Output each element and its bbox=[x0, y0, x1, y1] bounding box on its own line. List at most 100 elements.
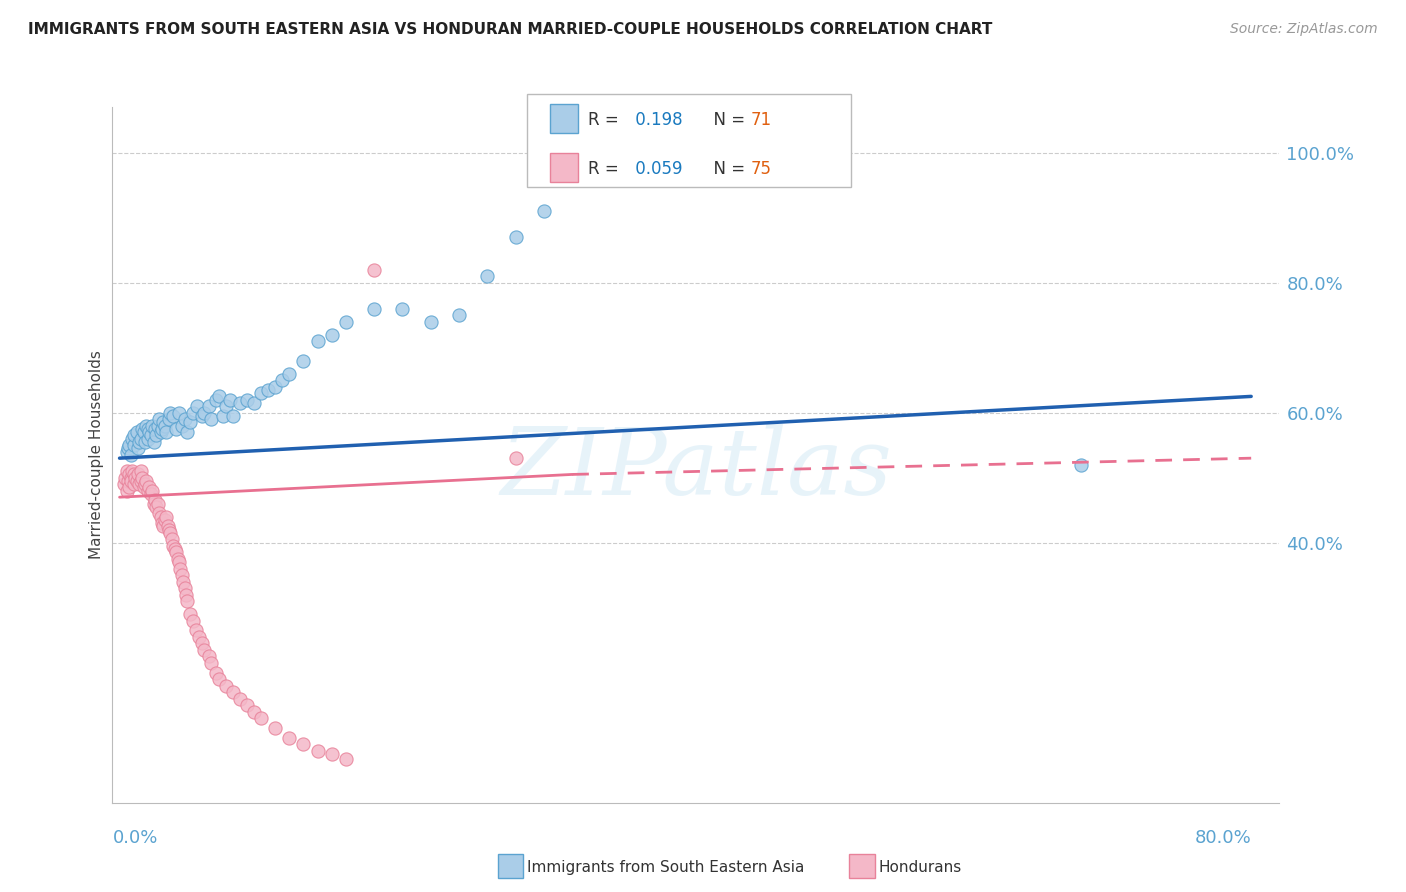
Point bbox=[363, 262, 385, 277]
Point bbox=[142, 497, 165, 511]
Point bbox=[162, 409, 184, 423]
Point bbox=[278, 367, 301, 381]
Point bbox=[141, 418, 163, 433]
Point bbox=[120, 474, 142, 488]
Text: N =: N = bbox=[703, 112, 751, 129]
Point bbox=[134, 434, 156, 449]
Point bbox=[143, 493, 166, 508]
Point bbox=[132, 480, 155, 494]
Point bbox=[145, 500, 167, 514]
Point bbox=[115, 444, 138, 458]
Point bbox=[307, 744, 329, 758]
Point bbox=[120, 448, 142, 462]
Point bbox=[155, 509, 177, 524]
Point bbox=[122, 438, 145, 452]
Point bbox=[136, 422, 159, 436]
Point bbox=[391, 301, 413, 316]
Point bbox=[271, 373, 294, 387]
Point bbox=[184, 624, 207, 638]
Point bbox=[197, 399, 219, 413]
Point bbox=[505, 230, 527, 244]
Point bbox=[243, 396, 266, 410]
Point bbox=[128, 477, 150, 491]
Point bbox=[121, 464, 143, 478]
Point bbox=[132, 425, 155, 439]
Point bbox=[121, 432, 143, 446]
Point bbox=[321, 747, 343, 761]
Point bbox=[172, 574, 194, 589]
Point bbox=[112, 477, 135, 491]
Point bbox=[278, 731, 301, 745]
Point bbox=[153, 513, 176, 527]
Text: ZIPatlas: ZIPatlas bbox=[501, 424, 891, 514]
Point bbox=[214, 679, 236, 693]
Point bbox=[222, 685, 245, 699]
Point bbox=[150, 516, 173, 531]
Text: 80.0%: 80.0% bbox=[1195, 829, 1251, 847]
Point bbox=[236, 698, 259, 713]
Text: 71: 71 bbox=[751, 112, 772, 129]
Point bbox=[229, 691, 252, 706]
Point bbox=[155, 425, 177, 439]
Point bbox=[149, 425, 172, 439]
Point bbox=[173, 581, 195, 595]
Point bbox=[122, 428, 145, 442]
Point bbox=[150, 422, 173, 436]
Point bbox=[138, 425, 160, 439]
Point bbox=[157, 523, 180, 537]
Point bbox=[136, 432, 159, 446]
Point bbox=[250, 386, 273, 401]
Point bbox=[134, 477, 156, 491]
Point bbox=[170, 568, 193, 582]
Point bbox=[207, 672, 229, 686]
Point bbox=[159, 406, 181, 420]
Point bbox=[141, 483, 163, 498]
Point bbox=[152, 519, 174, 533]
Point bbox=[118, 467, 141, 482]
Point bbox=[163, 542, 186, 557]
Point bbox=[165, 422, 187, 436]
Point bbox=[117, 474, 139, 488]
Point bbox=[200, 656, 222, 670]
Point bbox=[250, 711, 273, 725]
Point bbox=[114, 471, 136, 485]
Point bbox=[335, 315, 357, 329]
Point bbox=[135, 474, 157, 488]
Point bbox=[292, 353, 315, 368]
Point bbox=[447, 308, 470, 322]
Point bbox=[190, 636, 212, 650]
Point bbox=[129, 432, 152, 446]
Point bbox=[179, 416, 201, 430]
Point bbox=[321, 327, 343, 342]
Point bbox=[124, 471, 146, 485]
Text: 0.0%: 0.0% bbox=[112, 829, 157, 847]
Point bbox=[181, 614, 204, 628]
Point bbox=[138, 480, 160, 494]
Point bbox=[146, 418, 169, 433]
Point bbox=[229, 396, 252, 410]
Point bbox=[186, 399, 208, 413]
Text: 0.059: 0.059 bbox=[630, 161, 682, 178]
Point bbox=[307, 334, 329, 348]
Point bbox=[190, 409, 212, 423]
Point bbox=[117, 442, 139, 456]
Point bbox=[122, 477, 145, 491]
Point bbox=[118, 480, 141, 494]
Point bbox=[159, 525, 181, 540]
Text: R =: R = bbox=[588, 112, 624, 129]
Point bbox=[125, 474, 148, 488]
Point bbox=[222, 409, 245, 423]
Y-axis label: Married-couple Households: Married-couple Households bbox=[89, 351, 104, 559]
Point bbox=[145, 428, 167, 442]
Point bbox=[127, 442, 149, 456]
Point bbox=[139, 487, 162, 501]
Point bbox=[211, 409, 233, 423]
Text: Immigrants from South Eastern Asia: Immigrants from South Eastern Asia bbox=[527, 860, 804, 874]
Text: 75: 75 bbox=[751, 161, 772, 178]
Point bbox=[115, 483, 138, 498]
Point bbox=[264, 379, 287, 393]
Point bbox=[160, 533, 183, 547]
Point bbox=[120, 471, 142, 485]
Point bbox=[257, 383, 280, 397]
Point bbox=[127, 467, 149, 482]
